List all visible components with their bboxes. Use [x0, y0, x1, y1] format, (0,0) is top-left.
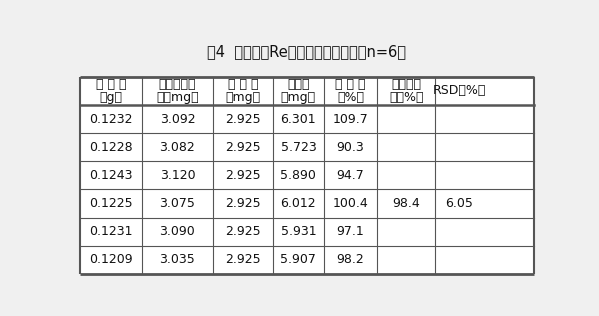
Text: 98.4: 98.4 — [392, 197, 420, 210]
Text: 2.925: 2.925 — [225, 225, 261, 238]
Text: 样品皂苷含: 样品皂苷含 — [159, 78, 196, 91]
Text: 2.925: 2.925 — [225, 169, 261, 182]
Text: 2.925: 2.925 — [225, 253, 261, 266]
Text: 2.925: 2.925 — [225, 112, 261, 125]
Text: （g）: （g） — [99, 91, 123, 104]
Text: 0.1243: 0.1243 — [89, 169, 133, 182]
Text: 6.012: 6.012 — [280, 197, 316, 210]
Text: 3.120: 3.120 — [159, 169, 195, 182]
Text: 97.1: 97.1 — [337, 225, 364, 238]
Text: 0.1209: 0.1209 — [89, 253, 133, 266]
Bar — [80, 77, 534, 274]
Text: 6.05: 6.05 — [446, 197, 473, 210]
Text: 0.1225: 0.1225 — [89, 197, 133, 210]
Text: 0.1232: 0.1232 — [89, 112, 133, 125]
Text: （mg）: （mg） — [226, 91, 261, 104]
Text: 90.3: 90.3 — [337, 141, 364, 154]
Text: 3.090: 3.090 — [159, 225, 195, 238]
Text: （%）: （%） — [337, 91, 364, 104]
Text: 0.1228: 0.1228 — [89, 141, 133, 154]
Text: RSD（%）: RSD（%） — [432, 84, 486, 97]
Text: 量（mg）: 量（mg） — [156, 91, 199, 104]
Text: 测得量: 测得量 — [287, 78, 310, 91]
Text: 5.907: 5.907 — [280, 253, 316, 266]
Text: 5.723: 5.723 — [280, 141, 316, 154]
Text: 5.931: 5.931 — [280, 225, 316, 238]
Text: 94.7: 94.7 — [337, 169, 364, 182]
Text: 6.301: 6.301 — [280, 112, 316, 125]
Text: 0.1231: 0.1231 — [89, 225, 133, 238]
Text: 98.2: 98.2 — [337, 253, 364, 266]
Text: 5.890: 5.890 — [280, 169, 316, 182]
Text: 加 入 量: 加 入 量 — [228, 78, 258, 91]
Text: 100.4: 100.4 — [332, 197, 368, 210]
Text: 平均回收: 平均回收 — [391, 78, 421, 91]
Text: 2.925: 2.925 — [225, 141, 261, 154]
Text: 称 样 量: 称 样 量 — [96, 78, 126, 91]
Text: 表4  人参皂甙Re加样回收试验结果（n=6）: 表4 人参皂甙Re加样回收试验结果（n=6） — [207, 44, 407, 59]
Text: 109.7: 109.7 — [332, 112, 368, 125]
Text: 3.035: 3.035 — [159, 253, 195, 266]
Text: 2.925: 2.925 — [225, 197, 261, 210]
Text: 3.075: 3.075 — [159, 197, 195, 210]
Text: 率（%）: 率（%） — [389, 91, 423, 104]
Text: 3.082: 3.082 — [159, 141, 195, 154]
Text: （mg）: （mg） — [281, 91, 316, 104]
Text: 3.092: 3.092 — [159, 112, 195, 125]
Text: 回 收 率: 回 收 率 — [335, 78, 366, 91]
